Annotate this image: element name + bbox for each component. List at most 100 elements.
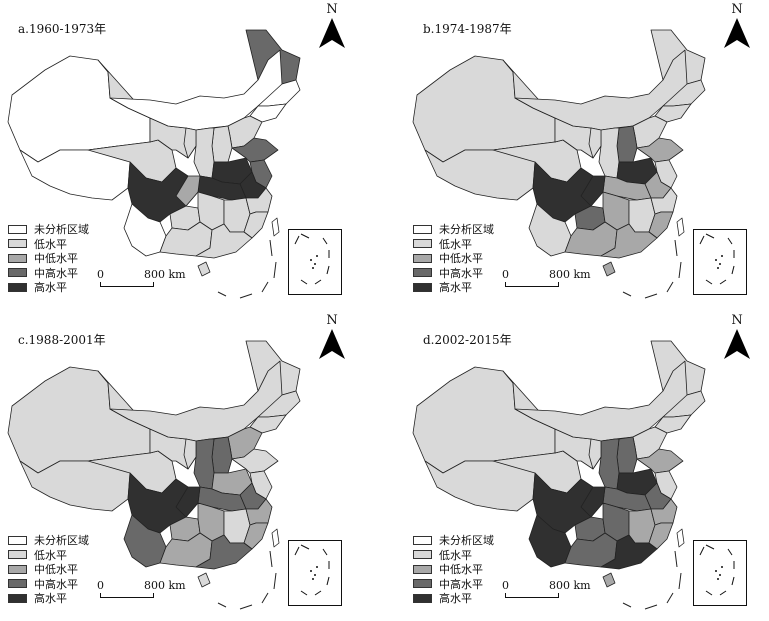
legend-item: 中低水平 bbox=[8, 251, 89, 266]
maritime-boundary-dash bbox=[622, 602, 632, 608]
legend-item: 未分析区域 bbox=[8, 222, 89, 237]
region-guangdong bbox=[195, 534, 253, 570]
scale-distance-label: 800 km bbox=[549, 268, 591, 281]
scale-zero-label: 0 bbox=[97, 579, 104, 592]
scale-zero-label: 0 bbox=[502, 579, 509, 592]
legend-label: 中低水平 bbox=[439, 252, 483, 266]
scale-bar-line bbox=[100, 282, 154, 287]
legend-item: 低水平 bbox=[8, 237, 89, 252]
scale-distance-label: 800 km bbox=[144, 579, 186, 592]
north-arrow-icon bbox=[319, 329, 345, 359]
maritime-boundary-dash bbox=[622, 291, 632, 297]
scale-bar-line bbox=[505, 282, 559, 287]
maritime-boundary-dash bbox=[239, 293, 253, 299]
legend-swatch bbox=[8, 550, 27, 560]
region-shaanxi bbox=[598, 127, 620, 179]
region-guangdong bbox=[600, 534, 658, 570]
legend-swatch bbox=[8, 579, 27, 589]
region-shanxi bbox=[616, 436, 638, 474]
maritime-boundary-dash bbox=[273, 572, 277, 590]
map-panel: c.1988-2001年 N 未分析区域 低水平 中低水平 中高水平 高水平 0 800 km bbox=[0, 311, 384, 621]
maritime-boundary-dash bbox=[261, 281, 269, 293]
legend-label: 中高水平 bbox=[34, 266, 78, 280]
legend-label: 中低水平 bbox=[34, 563, 78, 577]
legend-label: 中高水平 bbox=[34, 577, 78, 591]
legend-label: 高水平 bbox=[34, 281, 67, 295]
panel-title: d.2002-2015年 bbox=[423, 333, 512, 347]
scale-bar: 0 800 km bbox=[97, 268, 190, 290]
panel-title: b.1974-1987年 bbox=[423, 22, 512, 36]
maritime-boundary-dash bbox=[261, 592, 269, 604]
scale-bar-line bbox=[505, 593, 559, 598]
region-shanxi bbox=[211, 436, 233, 474]
region-shaanxi bbox=[193, 438, 215, 490]
legend-swatch bbox=[8, 253, 27, 263]
south-china-sea-inset bbox=[288, 229, 342, 295]
maritime-boundary-dash bbox=[217, 602, 227, 608]
legend-swatch bbox=[413, 564, 432, 574]
legend-swatch bbox=[413, 282, 432, 292]
legend-swatch bbox=[413, 239, 432, 249]
legend-item: 未分析区域 bbox=[8, 533, 89, 548]
legend-swatch bbox=[413, 550, 432, 560]
legend-swatch bbox=[8, 593, 27, 603]
region-guangdong bbox=[600, 223, 658, 259]
maritime-boundary-dash bbox=[644, 604, 658, 610]
region-chongqing bbox=[175, 175, 201, 207]
region-shaanxi bbox=[598, 438, 620, 490]
region-chongqing bbox=[580, 175, 606, 207]
legend-item: 低水平 bbox=[8, 548, 89, 563]
maritime-boundary-dash bbox=[273, 261, 277, 279]
scale-bar: 0 800 km bbox=[502, 579, 595, 601]
legend-swatch bbox=[413, 535, 432, 545]
region-taiwan bbox=[271, 217, 280, 237]
map-panel: d.2002-2015年 N 未分析区域 低水平 中低水平 中高水平 高水平 0 800 km bbox=[405, 311, 769, 621]
region-ningxia bbox=[588, 127, 602, 159]
legend-item: 中高水平 bbox=[413, 577, 494, 592]
legend-item: 高水平 bbox=[8, 280, 89, 295]
legend-label: 高水平 bbox=[439, 592, 472, 606]
south-china-sea-inset bbox=[693, 229, 747, 295]
region-guangdong bbox=[195, 223, 253, 259]
legend-label: 低水平 bbox=[34, 548, 67, 562]
legend-item: 未分析区域 bbox=[413, 533, 494, 548]
china-province-map bbox=[412, 29, 706, 299]
region-ningxia bbox=[183, 127, 197, 159]
legend-swatch bbox=[8, 282, 27, 292]
region-chongqing bbox=[175, 486, 201, 518]
maritime-boundary-dash bbox=[239, 604, 253, 610]
maritime-boundary-dash bbox=[269, 239, 273, 257]
region-hainan bbox=[197, 572, 211, 588]
region-hainan bbox=[602, 261, 616, 277]
legend-label: 未分析区域 bbox=[34, 534, 89, 548]
south-china-sea-inset bbox=[693, 540, 747, 606]
maritime-boundary-dash bbox=[674, 239, 678, 257]
north-arrow-icon bbox=[319, 18, 345, 48]
legend-item: 中高水平 bbox=[8, 266, 89, 281]
scale-distance-label: 800 km bbox=[549, 579, 591, 592]
panel-title: c.1988-2001年 bbox=[18, 333, 106, 347]
legend: 未分析区域 低水平 中低水平 中高水平 高水平 bbox=[413, 222, 494, 295]
scale-zero-label: 0 bbox=[97, 268, 104, 281]
legend-item: 未分析区域 bbox=[413, 222, 494, 237]
north-label: N bbox=[731, 2, 743, 17]
legend-label: 中低水平 bbox=[439, 563, 483, 577]
legend: 未分析区域 低水平 中低水平 中高水平 高水平 bbox=[413, 533, 494, 606]
legend-item: 中高水平 bbox=[8, 577, 89, 592]
legend-swatch bbox=[413, 579, 432, 589]
maritime-boundary-dash bbox=[217, 291, 227, 297]
legend-item: 中低水平 bbox=[413, 562, 494, 577]
china-province-map bbox=[7, 340, 301, 610]
map-panel: a.1960-1973年 N 未分析区域 低水平 中低水平 中高水平 高水平 0 800 km bbox=[0, 0, 384, 310]
inset-map bbox=[699, 233, 735, 285]
legend-item: 高水平 bbox=[413, 280, 494, 295]
legend-swatch bbox=[413, 268, 432, 278]
legend-swatch bbox=[413, 224, 432, 234]
legend-item: 高水平 bbox=[8, 591, 89, 606]
north-label: N bbox=[326, 2, 338, 17]
legend-swatch bbox=[8, 224, 27, 234]
legend-label: 低水平 bbox=[439, 237, 472, 251]
region-hainan bbox=[197, 261, 211, 277]
legend-swatch bbox=[413, 593, 432, 603]
legend-label: 低水平 bbox=[34, 237, 67, 251]
